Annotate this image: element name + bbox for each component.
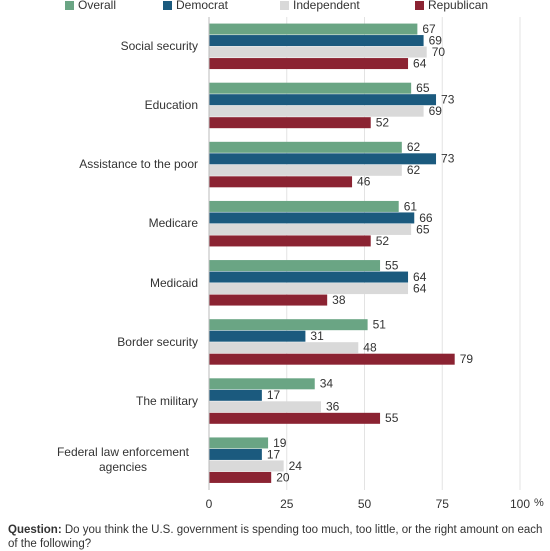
x-tick-label: 75: [436, 497, 450, 511]
bar: [209, 117, 371, 129]
value-label: 62: [407, 163, 421, 177]
x-tick-label: 0: [206, 497, 213, 511]
footnote-label: Question:: [8, 524, 62, 536]
legend-swatch: [65, 1, 74, 10]
category-label: Assistance to the poor: [79, 145, 198, 185]
value-label: 46: [357, 175, 371, 189]
value-label: 73: [441, 152, 455, 166]
value-label: 24: [289, 459, 303, 473]
bar: [209, 176, 353, 188]
bar: [209, 82, 412, 94]
bar: [209, 401, 321, 413]
legend-label: Republican: [428, 0, 488, 12]
category-text: Assistance to the poor: [79, 157, 198, 172]
bar: [209, 223, 412, 235]
value-label: 64: [413, 56, 427, 70]
value-label: 69: [429, 33, 443, 47]
value-label: 52: [376, 116, 390, 130]
legend-swatch: [415, 1, 424, 10]
bar: [209, 448, 262, 460]
bar: [209, 330, 306, 342]
value-label: 62: [407, 140, 421, 154]
bar: [209, 235, 371, 247]
bar: [209, 153, 437, 165]
value-label: 38: [332, 293, 346, 307]
value-label: 52: [376, 234, 390, 248]
category-text: Social security: [120, 39, 198, 54]
chart: 0 25 50 75 100 % Overall Democrat Independent Rep…: [65, 0, 544, 511]
value-label: 69: [429, 104, 443, 118]
footnote-text: Do you think the U.S. government is spen…: [8, 524, 543, 550]
bar: [209, 471, 272, 483]
category-text: Medicare: [148, 216, 198, 231]
bar: [209, 46, 427, 58]
legend-label: Independent: [293, 0, 360, 12]
value-label: 20: [276, 470, 290, 484]
value-label: 65: [416, 81, 430, 95]
legend-label: Democrat: [176, 0, 229, 12]
value-label: 36: [326, 400, 340, 414]
footnote: Question: Do you think the U.S. governme…: [8, 523, 548, 551]
bar: [209, 35, 424, 47]
category-label: Education: [145, 86, 198, 126]
category-label: Social security: [121, 27, 198, 67]
category-text: Federal law enforcement agencies: [56, 445, 190, 475]
value-label: 31: [310, 329, 324, 343]
bar: [209, 460, 284, 472]
bar: [209, 353, 455, 365]
legend-swatch: [163, 1, 172, 10]
value-label: 65: [416, 222, 430, 236]
value-label: 73: [441, 93, 455, 107]
category-text: The military: [135, 393, 198, 408]
value-label: 66: [419, 211, 433, 225]
x-tick-label: 100: [510, 497, 530, 511]
value-label: 61: [404, 199, 418, 213]
value-label: 19: [273, 436, 287, 450]
value-label: 17: [267, 447, 281, 461]
value-label: 55: [385, 258, 399, 272]
value-label: 70: [432, 45, 446, 59]
bar: [209, 412, 381, 424]
bar: [209, 271, 409, 283]
category-label: Medicare: [149, 204, 198, 244]
category-label: Medicaid: [150, 263, 198, 303]
value-label: 34: [320, 377, 334, 391]
bar: [209, 342, 359, 354]
bar: [209, 319, 368, 331]
category-text: Border security: [117, 334, 198, 349]
legend-swatch: [280, 1, 289, 10]
x-tick-label: 50: [358, 497, 372, 511]
value-label: 51: [373, 318, 387, 332]
bar: [209, 283, 409, 295]
value-label: 64: [413, 281, 427, 295]
bar: [209, 23, 418, 35]
category-text: Medicaid: [149, 275, 198, 290]
bar: [209, 200, 399, 212]
value-label: 17: [267, 388, 281, 402]
value-label: 48: [363, 341, 377, 355]
bar: [209, 378, 315, 390]
x-tick-label: 25: [280, 497, 294, 511]
bar: [209, 105, 424, 117]
category-label: Border security: [117, 322, 198, 362]
category-label: Federal law enforcement agencies: [48, 440, 198, 480]
value-label: 64: [413, 270, 427, 284]
x-unit: %: [534, 497, 544, 509]
bar: [209, 141, 402, 153]
category-text: Education: [144, 98, 198, 113]
legend-label: Overall: [78, 0, 116, 12]
bar: [209, 389, 262, 401]
bar: [209, 212, 415, 224]
value-label: 67: [422, 22, 436, 36]
bar: [209, 94, 437, 106]
value-label: 55: [385, 411, 399, 425]
bar: [209, 437, 269, 449]
bar: [209, 294, 328, 306]
category-label: The military: [136, 381, 198, 421]
bar: [209, 260, 381, 272]
bar: [209, 58, 409, 70]
value-label: 79: [460, 352, 474, 366]
bar: [209, 164, 402, 176]
